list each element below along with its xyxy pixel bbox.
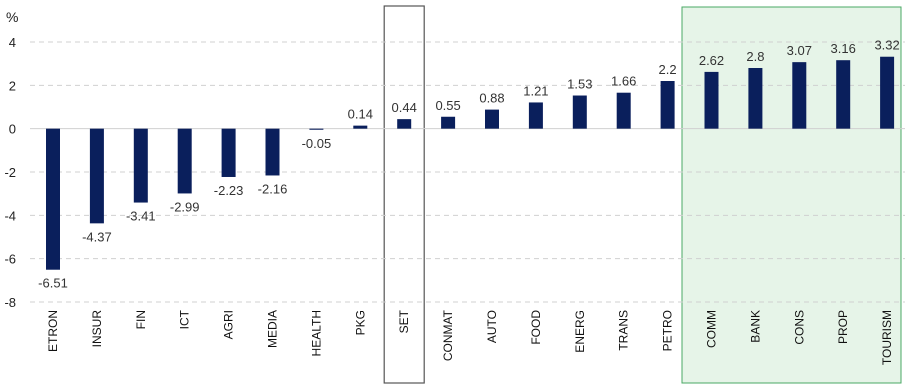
set-highlight-box	[383, 5, 425, 384]
y-tick-label: -2	[4, 165, 16, 180]
category-label: ETRON	[46, 310, 60, 352]
y-tick-label: -6	[4, 252, 16, 267]
category-label: FIN	[134, 310, 148, 329]
bar-auto	[485, 109, 499, 129]
data-label: 3.07	[787, 43, 812, 58]
data-label: 1.66	[611, 74, 636, 89]
data-label: -2.99	[170, 199, 200, 214]
data-label: 1.21	[523, 83, 548, 98]
bar-comm	[704, 71, 719, 129]
category-label: TRANS	[617, 310, 631, 351]
data-label: 1.53	[567, 77, 592, 92]
highlight-group-background	[681, 6, 902, 384]
bar-conmat	[441, 116, 456, 129]
y-tick-label: 0	[9, 122, 16, 137]
data-label: -6.51	[38, 276, 68, 291]
bar-trans	[616, 92, 631, 129]
background-layer	[383, 5, 902, 384]
data-label: 2.62	[699, 53, 724, 68]
category-label: ENERG	[573, 310, 587, 353]
category-label: PROP	[836, 310, 850, 344]
category-label: ICT	[178, 309, 192, 329]
data-label: 2.2	[659, 62, 677, 77]
data-label: -4.37	[82, 229, 112, 244]
category-label: CONS	[792, 310, 806, 345]
y-tick-label: -8	[4, 295, 16, 310]
bar-tourism	[880, 56, 895, 129]
bar-set	[397, 119, 412, 129]
y-axis-unit-label: %	[6, 9, 18, 25]
data-label: 3.32	[874, 38, 899, 53]
bar-agri	[221, 128, 236, 177]
category-label: FOOD	[529, 310, 543, 345]
data-label: 0.55	[435, 98, 460, 113]
bar-insur	[89, 128, 104, 224]
category-label: SET	[397, 309, 411, 333]
data-label: -3.41	[126, 209, 156, 224]
category-label: PKG	[353, 310, 367, 335]
category-label: INSUR	[90, 310, 104, 348]
data-label: -2.16	[258, 181, 288, 196]
bar-bank	[748, 68, 763, 129]
data-label: 0.88	[479, 91, 504, 106]
y-tick-label: 4	[9, 35, 16, 50]
bar-petro	[660, 81, 675, 129]
category-label: PETRO	[661, 310, 675, 351]
labels: 4 2 0 -2 -4 -6 -8 -6.51 ETRON -4.37 INSUR -3.41 FIN -…	[4, 35, 899, 365]
category-label: CONMAT	[441, 309, 455, 361]
y-tick-label: -4	[4, 208, 16, 223]
category-label: BANK	[748, 310, 762, 343]
bar-ict	[177, 128, 192, 194]
bars	[46, 56, 895, 270]
bar-energ	[572, 95, 587, 129]
category-label: HEALTH	[309, 310, 323, 356]
bar-health	[309, 128, 324, 130]
bar-prop	[836, 60, 851, 129]
category-label: TOURISM	[880, 310, 894, 365]
category-label: AUTO	[485, 310, 499, 343]
bar-food	[528, 102, 543, 129]
bar-cons	[792, 62, 807, 129]
bar-etron	[46, 128, 60, 270]
gridlines	[30, 41, 905, 303]
data-label: -2.23	[214, 183, 244, 198]
bar-media	[265, 128, 280, 176]
data-label: 0.14	[348, 107, 373, 122]
category-label: COMM	[705, 310, 719, 348]
y-tick-label: 2	[9, 78, 16, 93]
data-label: 3.16	[831, 41, 856, 56]
bar-fin	[133, 128, 148, 203]
data-label: 0.44	[392, 100, 417, 115]
category-label: AGRI	[222, 310, 236, 339]
data-label: 2.8	[746, 49, 764, 64]
data-label: -0.05	[302, 136, 332, 151]
bar-pkg	[353, 125, 368, 129]
category-label: MEDIA	[266, 310, 280, 348]
